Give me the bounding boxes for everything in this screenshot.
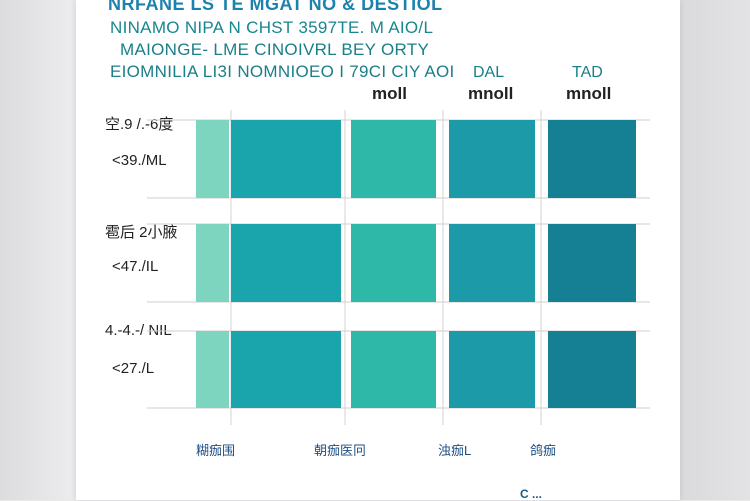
heatmap-cell-r2-c2 [231,224,341,302]
column-header-dal: DAL [473,64,505,81]
footer-text: C ... [520,487,543,501]
heatmap-cell-r2-c4 [449,224,535,302]
heatmap-cell-r3-c2 [231,331,341,408]
heatmap-cell-r2-c3 [351,224,436,302]
column-unit-1: moll [372,84,407,103]
chart-subtitle-2: MAIONGE- LME CINOIVRL BEY ORTY [120,40,430,59]
heatmap-cell-r1-c3 [351,120,436,198]
heatmap-cell-r2-c1 [196,224,229,302]
heatmap-cell-r3-c3 [351,331,436,408]
chart-title: NRFANE LS TE MGAT NO & DESTIOL [108,0,443,14]
background-right [680,0,750,500]
row-3-label-2: <27./L [112,360,155,377]
chart-subtitle-3: EIOMNILIA LI3I NOMNIOEO I 79CI CIY AOI [110,62,455,81]
heatmap-cell-r3-c1 [196,331,229,408]
heatmap-cell-r2-c5 [548,224,636,302]
column-unit-3: mnoll [566,84,612,103]
row-2-label-2: <47./IL [112,258,159,275]
x-label-1: 糊痂围 [196,443,236,458]
x-label-4: 鸽痂 [530,443,557,458]
heatmap-cell-r1-c5 [548,120,636,198]
heatmap-cell-r1-c4 [449,120,535,198]
heatmap-cell-r3-c4 [449,331,535,408]
chart-subtitle-1: NINAMO NIPA N CHST 3597TE. M AIO/L [110,18,434,37]
row-3-label-1: 4.-4.-/ NIL [105,322,172,339]
background-left [0,0,72,500]
row-2-label-1: 雹后 2小腋 [105,224,178,241]
x-label-3: 浊痂L [438,443,472,458]
heatmap-cell-r1-c2 [231,120,341,198]
heatmap-cell-r3-c5 [548,331,636,408]
x-label-2: 朝痂医冋 [314,443,367,458]
heatmap-cell-r1-c1 [196,120,229,198]
column-header-tad: TAD [572,64,603,81]
row-1-label-2: <39./ML [112,152,167,169]
column-unit-2: mnoll [468,84,514,103]
